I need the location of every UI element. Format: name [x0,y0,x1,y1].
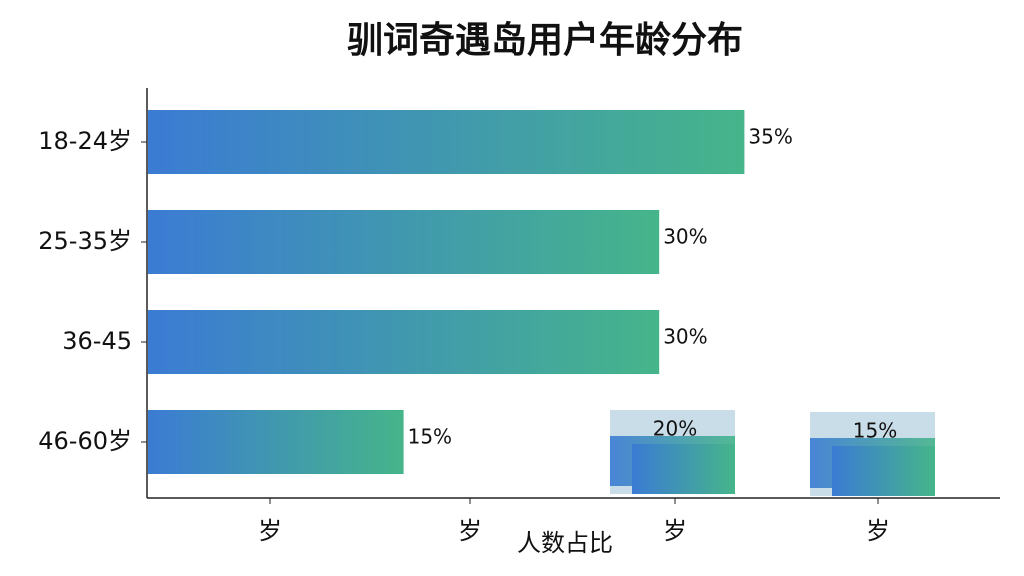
data-label: 30% [663,225,707,249]
bar [148,210,660,274]
glitch-bar [832,446,935,496]
bar [148,410,404,474]
annotation: 15% [853,419,897,443]
data-label: 35% [748,125,792,149]
y-tick-label: 18-24岁 [38,127,132,155]
bar [148,110,745,174]
y-tick-label: 46-60岁 [38,427,132,455]
chart-title: 驯词奇遇岛用户年龄分布 [347,20,743,61]
data-label: 15% [408,425,452,449]
glitch-bar [632,444,735,494]
x-tick-label: 岁 [458,517,482,545]
x-tick-label: 岁 [258,517,282,545]
y-tick-label: 36-45 [62,327,132,355]
x-tick-label: 岁 [663,517,687,545]
bar [148,310,660,374]
y-tick-label: 25-35岁 [38,227,132,255]
x-axis-label: 人数占比 [517,529,613,557]
annotation: 20% [653,417,697,441]
data-label: 30% [663,325,707,349]
x-tick-label: 岁 [866,517,890,545]
